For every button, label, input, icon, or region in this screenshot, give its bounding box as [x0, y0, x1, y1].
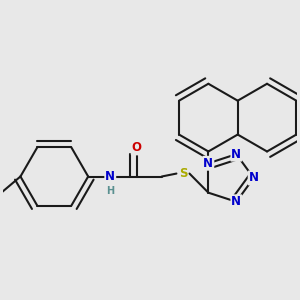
Text: N: N: [203, 157, 213, 170]
Text: N: N: [231, 148, 242, 161]
Text: O: O: [132, 141, 142, 154]
Text: N: N: [231, 195, 242, 208]
Text: N: N: [105, 170, 115, 183]
Text: N: N: [249, 172, 259, 184]
Text: H: H: [106, 186, 114, 196]
Text: S: S: [179, 167, 187, 180]
